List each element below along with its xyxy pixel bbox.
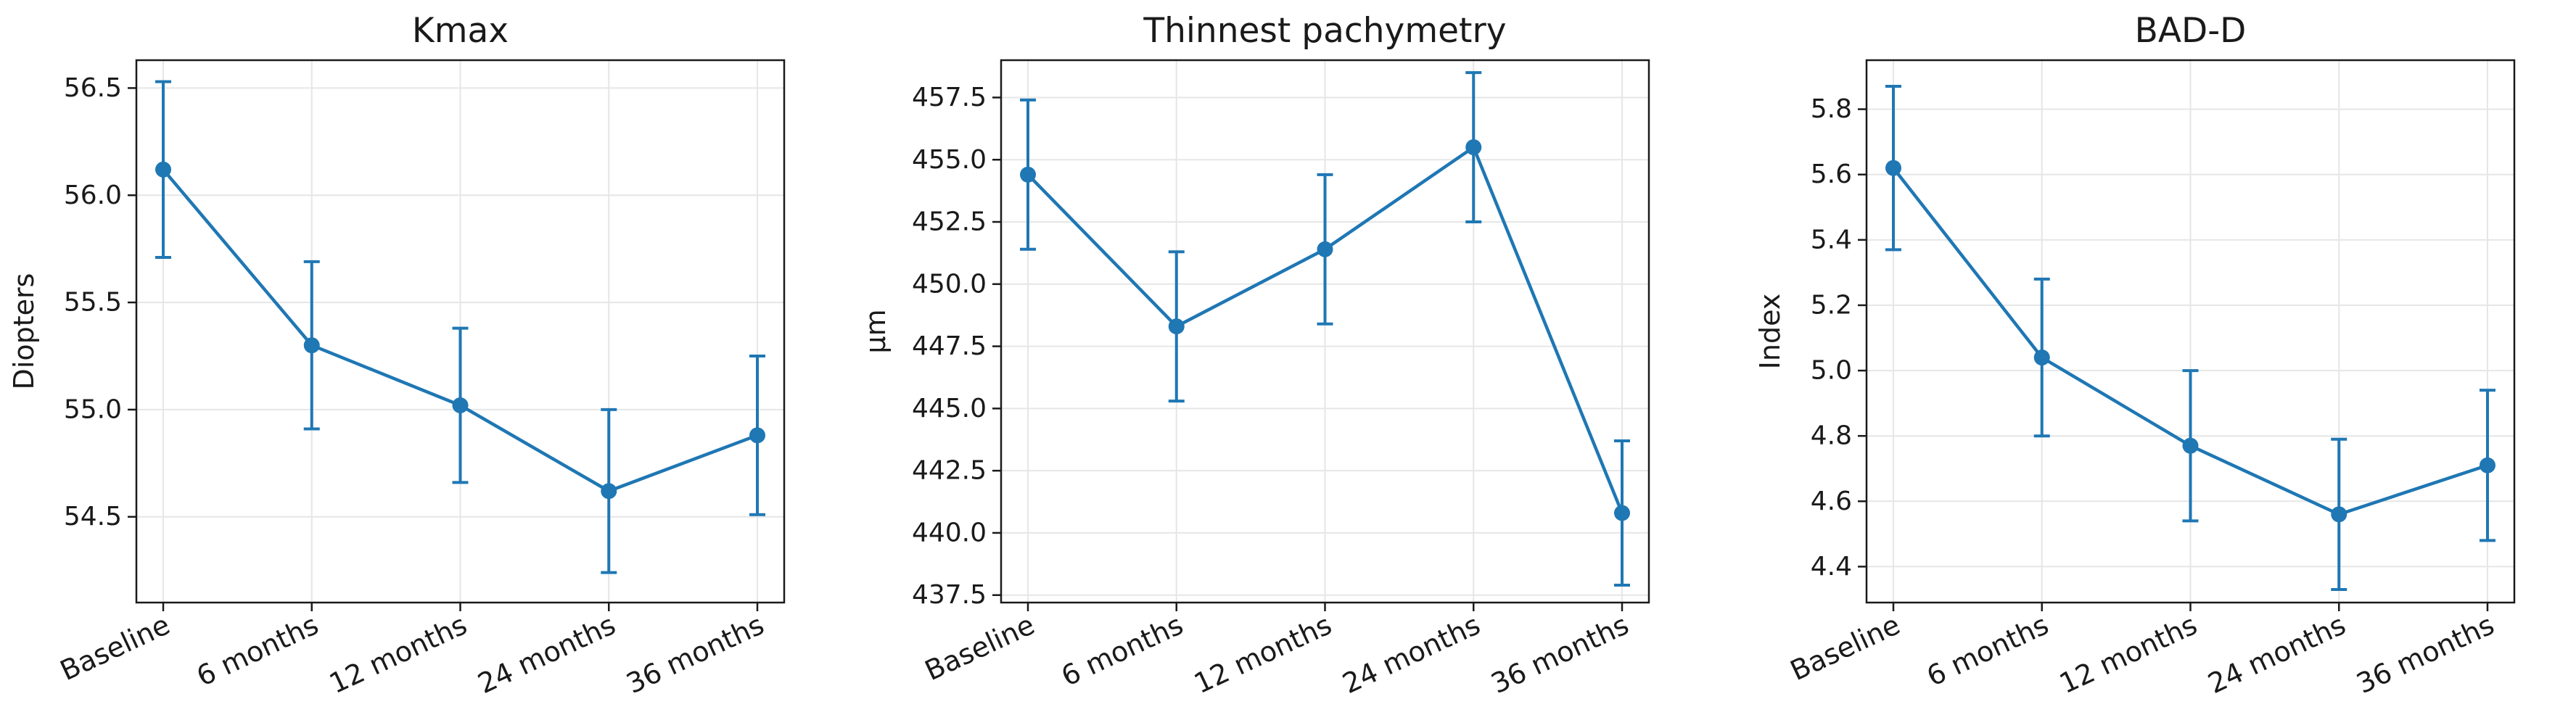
y-axis-label: Index <box>1754 294 1786 370</box>
x-axis-ticks: Baseline 6 months 12 months 24 months 36 mon… <box>1785 603 2499 700</box>
data-point <box>1168 318 1185 335</box>
y-tick-label: 5.0 <box>1811 356 1852 386</box>
y-tick-label: 452.5 <box>912 207 987 237</box>
y-tick-label: 450.0 <box>912 269 987 299</box>
data-point <box>1465 139 1482 156</box>
y-tick-label: 5.6 <box>1811 160 1852 189</box>
chart-title: Kmax <box>412 11 509 51</box>
data-points <box>1020 139 1630 521</box>
data-point <box>2182 437 2199 454</box>
x-tick-label: 6 months <box>1922 608 2053 692</box>
grid-lines <box>1001 60 1649 603</box>
x-tick-label: 6 months <box>192 608 323 692</box>
y-tick-label: 4.6 <box>1811 487 1852 516</box>
x-tick-label: 12 months <box>2054 608 2202 700</box>
y-tick-label: 445.0 <box>912 394 987 423</box>
y-tick-label: 55.0 <box>64 394 122 424</box>
data-point <box>1614 505 1630 521</box>
y-tick-label: 437.5 <box>912 580 987 610</box>
y-tick-label: 56.5 <box>64 73 122 103</box>
y-axis-ticks: 54.5 55.0 55.5 56.0 56.5 <box>64 73 136 531</box>
y-tick-label: 447.5 <box>912 331 987 361</box>
data-point <box>1317 241 1333 257</box>
y-tick-label: 5.4 <box>1811 225 1852 255</box>
x-axis-ticks: Baseline 6 months 12 months 24 months 36 mon… <box>920 603 1634 700</box>
y-axis-ticks: 4.4 4.6 4.8 5.0 5.2 5.4 5.6 5.8 <box>1811 94 1867 582</box>
y-tick-label: 442.5 <box>912 456 987 486</box>
x-tick-label: 24 months <box>2203 608 2350 700</box>
y-tick-label: 4.4 <box>1811 552 1852 582</box>
y-tick-label: 56.0 <box>64 181 122 210</box>
data-points <box>155 161 765 500</box>
x-tick-label: Baseline <box>920 608 1040 687</box>
chart-title: Thinnest pachymetry <box>1143 11 1506 51</box>
y-tick-label: 4.8 <box>1811 421 1852 451</box>
x-tick-label: 36 months <box>1486 608 1634 700</box>
y-tick-label: 55.5 <box>64 288 122 318</box>
y-tick-label: 440.0 <box>912 518 987 547</box>
y-tick-label: 5.2 <box>1811 290 1852 320</box>
data-point <box>1885 160 1901 176</box>
chart-panel-kmax: 54.5 55.0 55.5 56.0 56.5 Baseline 6 months 12 … <box>8 11 786 700</box>
x-tick-label: Baseline <box>1785 608 1905 687</box>
x-tick-label: 36 months <box>2352 608 2499 700</box>
y-tick-label: 54.5 <box>64 502 122 531</box>
data-point <box>601 483 617 500</box>
x-tick-label: Baseline <box>55 608 175 687</box>
data-point <box>1020 166 1036 183</box>
x-axis-ticks: Baseline 6 months 12 months 24 months 36 mon… <box>55 603 769 700</box>
data-point <box>303 337 320 354</box>
data-point <box>2480 457 2495 473</box>
data-point <box>2033 349 2050 366</box>
x-tick-label: 12 months <box>324 608 472 700</box>
x-tick-label: 24 months <box>1338 608 1485 700</box>
y-axis-label: µm <box>860 309 892 353</box>
data-point <box>155 161 171 178</box>
chart-panel-bad-d: 4.4 4.6 4.8 5.0 5.2 5.4 5.6 5.8 Baseline 6 month… <box>1754 11 2516 700</box>
y-axis-label: Diopters <box>8 273 40 390</box>
data-points <box>1885 160 2495 523</box>
y-tick-label: 5.8 <box>1811 94 1852 124</box>
x-tick-label: 12 months <box>1189 608 1336 700</box>
x-tick-label: 6 months <box>1056 608 1188 692</box>
x-tick-label: 24 months <box>473 608 620 700</box>
y-tick-label: 455.0 <box>912 145 987 175</box>
chart-panel-thinnest-pachymetry: 437.5 440.0 442.5 445.0 447.5 450.0 452.5 455.0… <box>860 11 1650 700</box>
y-axis-ticks: 437.5 440.0 442.5 445.0 447.5 450.0 452.5 455.0… <box>912 83 1001 610</box>
x-tick-label: 36 months <box>622 608 769 700</box>
data-point <box>2331 506 2347 523</box>
chart-title: BAD-D <box>2135 11 2247 51</box>
data-point <box>749 427 765 444</box>
y-tick-label: 457.5 <box>912 83 987 112</box>
data-point <box>452 397 469 413</box>
